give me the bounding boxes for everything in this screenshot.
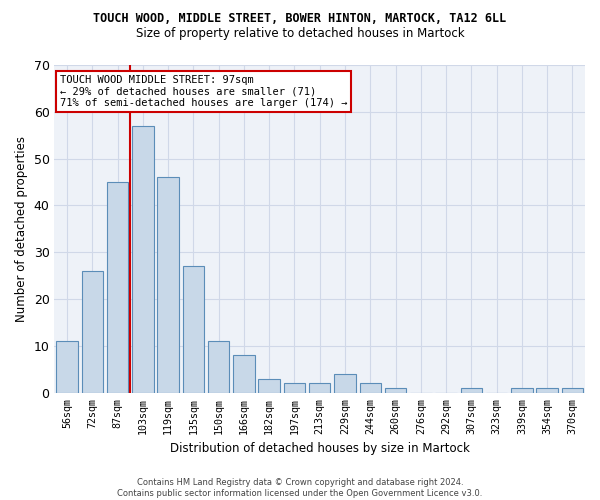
Bar bbox=[385, 388, 406, 393]
Text: TOUCH WOOD, MIDDLE STREET, BOWER HINTON, MARTOCK, TA12 6LL: TOUCH WOOD, MIDDLE STREET, BOWER HINTON,… bbox=[94, 12, 506, 26]
Bar bbox=[208, 342, 229, 393]
Text: TOUCH WOOD MIDDLE STREET: 97sqm
← 29% of detached houses are smaller (71)
71% of: TOUCH WOOD MIDDLE STREET: 97sqm ← 29% of… bbox=[60, 75, 347, 108]
Text: Size of property relative to detached houses in Martock: Size of property relative to detached ho… bbox=[136, 28, 464, 40]
Bar bbox=[284, 384, 305, 393]
Bar bbox=[359, 384, 381, 393]
Bar bbox=[536, 388, 558, 393]
Bar bbox=[309, 384, 331, 393]
Text: Contains HM Land Registry data © Crown copyright and database right 2024.
Contai: Contains HM Land Registry data © Crown c… bbox=[118, 478, 482, 498]
Bar bbox=[107, 182, 128, 393]
Bar bbox=[334, 374, 356, 393]
Bar bbox=[461, 388, 482, 393]
Bar bbox=[132, 126, 154, 393]
Bar bbox=[233, 356, 254, 393]
Y-axis label: Number of detached properties: Number of detached properties bbox=[15, 136, 28, 322]
Bar bbox=[259, 379, 280, 393]
Bar bbox=[56, 342, 78, 393]
Bar bbox=[82, 271, 103, 393]
Bar bbox=[511, 388, 533, 393]
X-axis label: Distribution of detached houses by size in Martock: Distribution of detached houses by size … bbox=[170, 442, 470, 455]
Bar bbox=[182, 266, 204, 393]
Bar bbox=[157, 178, 179, 393]
Bar bbox=[562, 388, 583, 393]
